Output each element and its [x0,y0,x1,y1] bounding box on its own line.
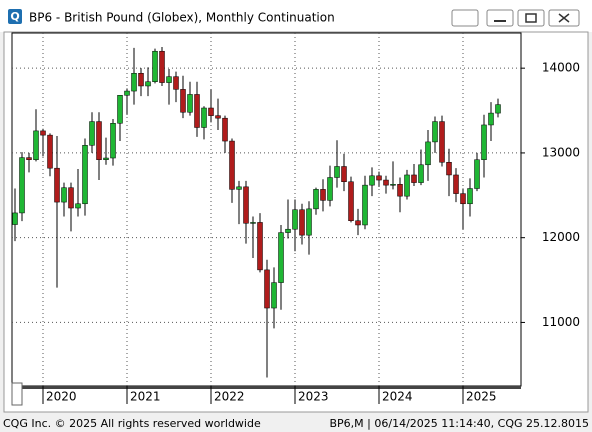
candle-body [159,50,165,83]
candle-body [26,157,32,160]
candle-body [481,124,487,160]
candle-body [383,179,389,186]
candle-body [68,187,74,209]
candle-body [439,121,445,163]
candle-body [404,174,410,197]
candle-body [313,189,319,210]
candle-body [187,94,193,113]
candle-body [488,112,494,126]
footer-right: BP6,M | 06/14/2025 11:14:40, CQG 25.12.8… [330,417,590,430]
candle-body [40,130,46,136]
app-icon [8,9,22,24]
candle-body [299,209,305,236]
candle-body [411,174,417,183]
candle-body [166,76,172,83]
minimize-button[interactable] [486,9,514,27]
candle-body [292,209,298,230]
link-button[interactable] [451,9,479,27]
candle-body [173,76,179,90]
plot-layer: 11000 12000 13000 14000 2020 2021 2022 2023 2024… [12,33,580,404]
candle-body [453,174,459,194]
candle-body [446,161,452,176]
x-tick-label: 2022 [214,390,245,404]
candle-body [257,222,263,271]
x-tick-label: 2025 [466,390,497,404]
y-tick-label: 13000 [542,145,580,159]
window-title: BP6 - British Pound (Globex), Monthly Co… [29,11,335,25]
candle-body [96,121,102,160]
x-tick-label: 2024 [382,390,413,404]
candle-body [229,140,235,190]
candle-body [348,181,354,221]
y-tick-label: 12000 [542,230,580,244]
candle-body [33,130,39,160]
candle-body [152,50,158,82]
candle-body [495,104,501,114]
candle-body [75,203,81,209]
candle-body [222,117,228,142]
candle-body [194,94,200,128]
candle-body [264,269,270,309]
candle-body [82,145,88,205]
candle-body [110,123,116,159]
candle-body [54,167,60,203]
app-icon-glyph: Q [10,10,19,23]
close-glyph [558,13,570,23]
candle-body [61,187,67,203]
candle-body [103,157,109,160]
candle-body [271,282,277,309]
candle-body [320,189,326,201]
candle-body [355,220,361,226]
candle-body [131,73,137,92]
candle-body [145,81,151,87]
candle-body [89,121,95,146]
candle-body [236,186,242,190]
candle-body [12,212,18,225]
candle-body [334,166,340,178]
candle-body [138,73,144,87]
candle-body [278,232,284,283]
footer-left: CQG Inc. © 2025 All rights reserved worl… [3,417,261,430]
x-tick-label: 2021 [130,390,161,404]
candle-body [243,186,249,224]
candle-body [432,121,438,143]
candle-body [19,157,25,214]
maximize-glyph [525,13,537,23]
candle-body [390,184,396,186]
y-tick-label: 11000 [542,315,580,329]
x-tick-label: 2023 [298,390,329,404]
candle-body [474,159,480,189]
candle-body [215,115,221,119]
y-tick-label: 14000 [542,61,580,75]
candle-body [250,222,256,224]
scroll-handle[interactable] [11,382,23,406]
candle-body [362,184,368,226]
candle-body [47,134,53,169]
candle-body [180,89,186,113]
candle-body [467,188,473,205]
candle-body [124,90,130,96]
candle-body [397,184,403,197]
candle-body [369,175,375,186]
candle-body [201,107,207,128]
candle-body [418,164,424,183]
candle-body [376,175,382,181]
candle-body [306,208,312,236]
candle-body [327,177,333,201]
time-strip [12,386,521,389]
candle-body [285,228,291,233]
candle-body [208,107,214,116]
maximize-button[interactable] [517,9,545,27]
candle-body [425,141,431,166]
candle-body [460,193,466,205]
candle-body [341,166,347,182]
candle-body [117,95,123,124]
x-tick-label: 2020 [46,390,77,404]
